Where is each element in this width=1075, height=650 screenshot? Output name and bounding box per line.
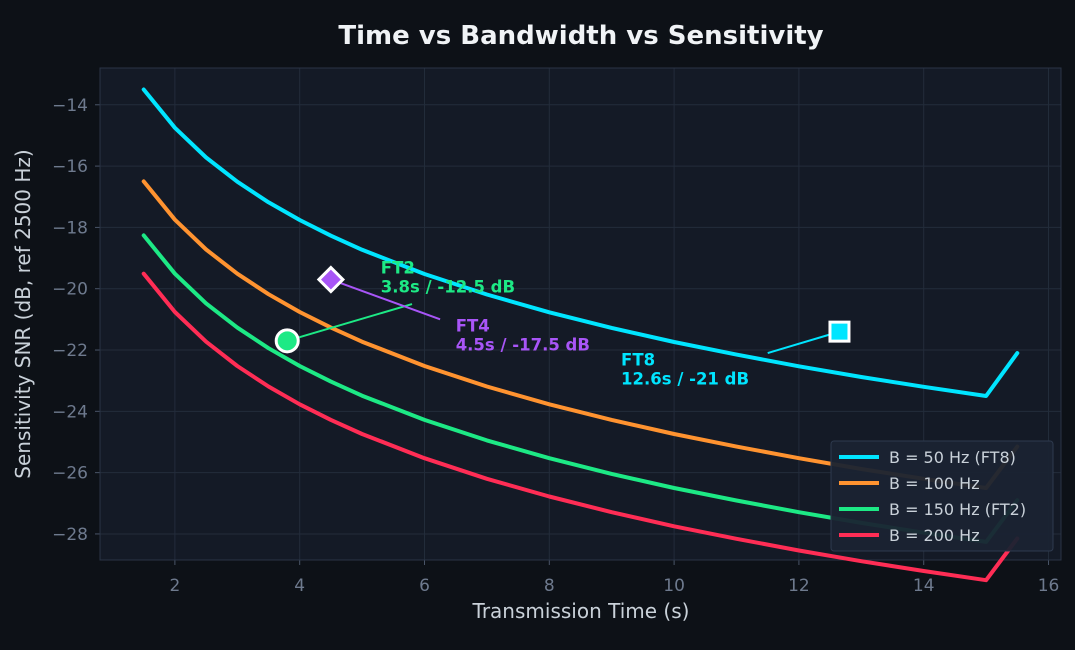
markers	[274, 265, 851, 354]
y-tick-label: −22	[52, 341, 88, 361]
series-line-4	[141, 271, 1020, 583]
x-tick-label: 8	[544, 576, 555, 596]
legend-label-1: B = 50 Hz (FT8)	[889, 448, 1016, 467]
legend: B = 50 Hz (FT8) B = 100 Hz B = 150 Hz (FT2…	[830, 440, 1054, 552]
x-tick-label: 16	[1038, 576, 1060, 596]
y-tick-label: −18	[52, 218, 88, 238]
x-tick-label: 6	[419, 576, 430, 596]
ft8-annotation-line1: FT8	[621, 350, 655, 369]
chart-title: Time vs Bandwidth vs Sensitivity	[338, 21, 823, 51]
legend-box	[830, 440, 1054, 552]
y-tick-label: −20	[52, 280, 88, 300]
ft2-annotation-line1: FT2	[381, 258, 415, 277]
x-tick-label: 2	[169, 576, 180, 596]
legend-label-4: B = 200 Hz	[889, 526, 980, 545]
y-axis-label: Sensitivity SNR (dB, ref 2500 Hz)	[11, 149, 35, 478]
ft4-marker	[316, 265, 346, 294]
y-tick-label: −14	[52, 96, 88, 116]
x-tick-label: 10	[663, 576, 685, 596]
y-tick-label: −24	[52, 402, 88, 422]
ft8-annotation-line2: 12.6s / -21 dB	[621, 369, 749, 388]
legend-label-2: B = 100 Hz	[889, 474, 980, 493]
x-tick-label: 12	[788, 576, 810, 596]
ft4-annotation-arrow	[330, 278, 441, 321]
x-tick-label: 14	[913, 576, 935, 596]
x-axis-label: Transmission Time (s)	[472, 599, 690, 623]
y-tick-label: −16	[52, 157, 88, 177]
y-tick-label: −26	[52, 464, 88, 484]
ft4-annotation-line1: FT4	[456, 317, 490, 336]
ft2-annotation-line2: 3.8s / -12.5 dB	[381, 277, 515, 296]
ft4-annotation-label: FT4 4.5s / -17.5 dB	[456, 317, 590, 355]
ft8-annotation-label: FT8 12.6s / -21 dB	[621, 350, 749, 388]
axes: 2 4 6 8 10 12 14 16 −14 −16 −18 −20 −22 −24 −26 −28	[52, 67, 1062, 596]
legend-label-3: B = 150 Hz (FT2)	[889, 500, 1026, 519]
series-line-1	[141, 87, 1020, 398]
ft2-annotation-arrow	[286, 303, 413, 342]
ft2-annotation-label: FT2 3.8s / -12.5 dB	[381, 258, 515, 296]
plot-frame	[99, 67, 1062, 561]
x-tick-label: 4	[294, 576, 305, 596]
y-tick-label: −28	[52, 525, 88, 545]
annotations: FT2 3.8s / -12.5 dB FT4 4.5s / -17.5 dB FT8 1…	[286, 258, 840, 388]
ft2-marker	[274, 328, 300, 354]
ft8-annotation-arrow	[767, 330, 840, 355]
ft8-marker	[828, 320, 851, 343]
ft4-annotation-line2: 4.5s / -17.5 dB	[456, 336, 590, 355]
